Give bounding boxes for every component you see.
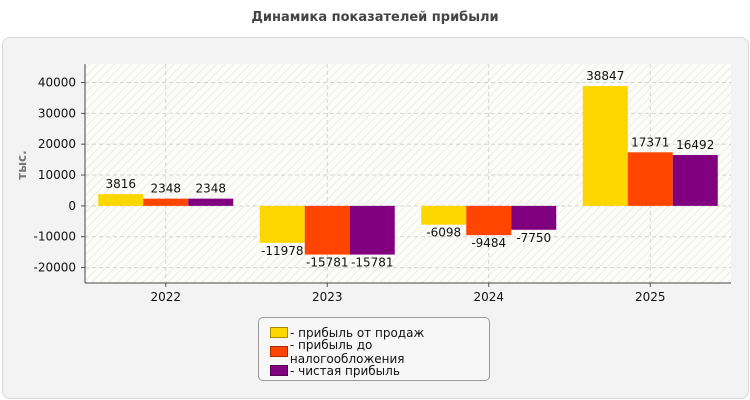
bar [304, 205, 350, 255]
bar [627, 152, 673, 206]
y-axis-label: тыс. [15, 150, 29, 179]
bar [511, 205, 557, 230]
bar [143, 198, 189, 206]
data-label: -15781 [351, 256, 394, 270]
legend-item-pretax-profit: - прибыль до налогообложения [270, 338, 489, 366]
chart-title: Динамика показателей прибыли [251, 10, 499, 25]
bar [188, 198, 234, 206]
x-tick-label: 2025 [635, 290, 666, 304]
bar [672, 155, 718, 206]
data-label: -15781 [306, 256, 349, 270]
data-label: -7750 [516, 231, 551, 245]
x-tick-label: 2022 [150, 290, 181, 304]
legend-item-sales-profit: - прибыль от продаж [270, 323, 489, 342]
legend-label-net-profit: - чистая прибыль [290, 363, 400, 378]
y-tick-label: 0 [68, 199, 76, 213]
x-tick-label: 2023 [312, 290, 343, 304]
bar [582, 86, 628, 206]
bar [349, 205, 395, 255]
data-label: -11978 [261, 244, 304, 258]
bar [98, 194, 144, 206]
legend-swatch-sales-profit [270, 327, 288, 338]
data-label: 17371 [631, 135, 669, 149]
legend-item-net-profit: - чистая прибыль [270, 361, 489, 380]
y-tick-label: 20000 [38, 137, 76, 151]
data-label: 16492 [676, 138, 714, 152]
y-tick-label: 30000 [38, 106, 76, 120]
legend-label-sales-profit: - прибыль от продаж [290, 325, 425, 340]
y-tick-label: 40000 [38, 76, 76, 90]
legend-swatch-pretax-profit [270, 346, 288, 357]
data-label: -6098 [426, 226, 461, 240]
bar [421, 205, 467, 225]
bar [259, 205, 305, 243]
chart-legend: - прибыль от продаж - прибыль до налогоо… [258, 317, 490, 381]
y-tick-label: 10000 [38, 168, 76, 182]
data-label: 38847 [586, 69, 624, 83]
x-tick-label: 2024 [473, 290, 504, 304]
y-tick-label: -10000 [33, 230, 76, 244]
data-label: 2348 [150, 182, 181, 196]
data-label: 3816 [105, 177, 136, 191]
y-tick-label: -20000 [33, 261, 76, 275]
legend-swatch-net-profit [270, 365, 288, 376]
bar [466, 205, 512, 236]
legend-label-pretax-profit: - прибыль до налогообложения [289, 337, 405, 366]
data-label: 2348 [195, 182, 226, 196]
data-label: -9484 [471, 236, 506, 250]
